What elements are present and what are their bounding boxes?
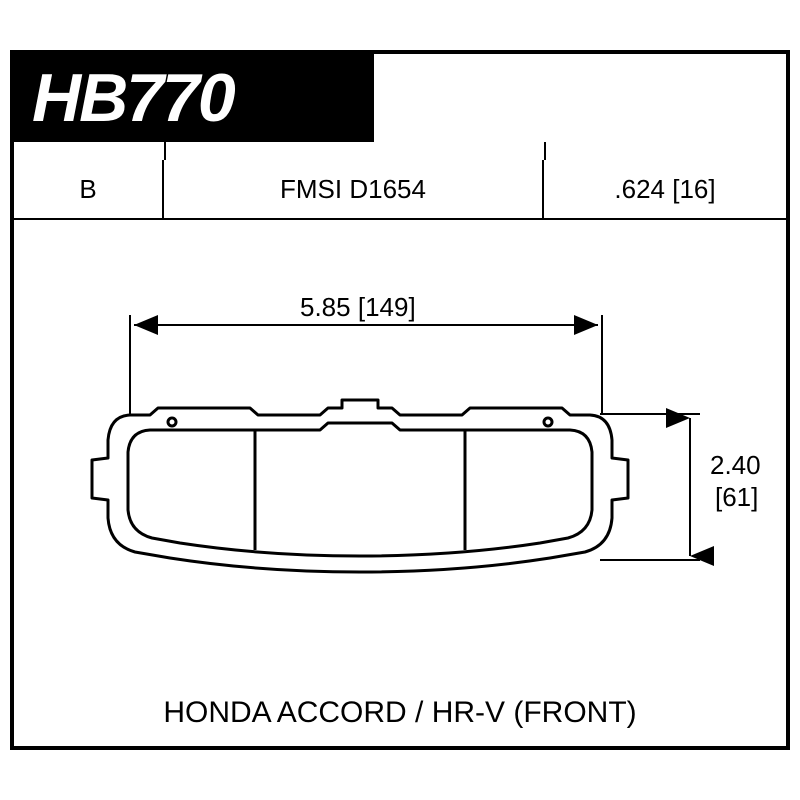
caption-text: HONDA ACCORD / HR-V (FRONT) [163,696,636,729]
brake-pad-outline [80,380,640,600]
application-caption: HONDA ACCORD / HR-V (FRONT) [0,696,800,730]
width-mm: [149] [358,292,416,322]
height-mm: [61] [715,482,758,512]
height-dim-label-mm: [61] [715,482,758,513]
height-dim-label-in: 2.40 [710,450,761,481]
height-inches: 2.40 [710,450,761,480]
width-dim-label: 5.85 [149] [300,292,416,323]
width-inches: 5.85 [300,292,351,322]
